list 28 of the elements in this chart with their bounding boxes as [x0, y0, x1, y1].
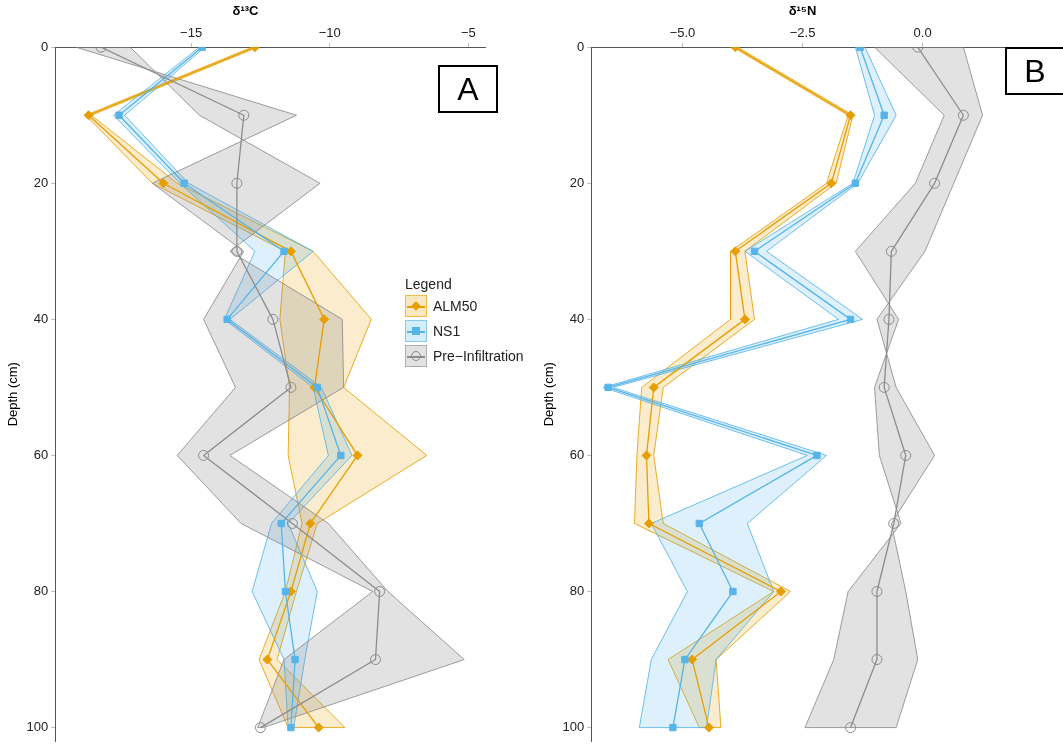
y-tick-label: 80 — [33, 583, 49, 599]
chart-title: δ¹³C — [232, 3, 260, 19]
x-tick-label: 0.0 — [913, 24, 932, 40]
y-tick-label: 40 — [33, 310, 49, 326]
y-tick-label: 0 — [41, 38, 49, 54]
y-tick-label: 20 — [569, 174, 585, 190]
y-axis-title: Depth (cm) — [541, 362, 557, 427]
chart-title: δ¹⁵N — [788, 3, 817, 19]
legend-title: Legend — [405, 276, 453, 292]
y-tick-label: 60 — [33, 447, 49, 463]
y-tick-label: 80 — [569, 583, 585, 599]
annotation: B — [1005, 47, 1063, 95]
y-tick-label: 40 — [569, 310, 585, 326]
y-tick-label: 0 — [577, 38, 585, 54]
x-tick-label: −2.5 — [789, 24, 816, 40]
legend-label: ALM50 — [433, 298, 478, 314]
y-axis-title: Depth (cm) — [5, 362, 21, 427]
y-tick-label: 20 — [33, 174, 49, 190]
legend-label: Pre−Infiltration — [433, 348, 524, 364]
y-tick-label: 100 — [26, 719, 49, 735]
x-tick-label: −10 — [318, 24, 341, 40]
x-tick-label: −5.0 — [669, 24, 696, 40]
x-tick-label: −5 — [460, 24, 476, 40]
x-tick-label: −15 — [180, 24, 203, 40]
legend-label: NS1 — [433, 323, 461, 339]
y-tick-label: 100 — [562, 719, 585, 735]
y-tick-label: 60 — [569, 447, 585, 463]
annotation: A — [438, 65, 498, 113]
